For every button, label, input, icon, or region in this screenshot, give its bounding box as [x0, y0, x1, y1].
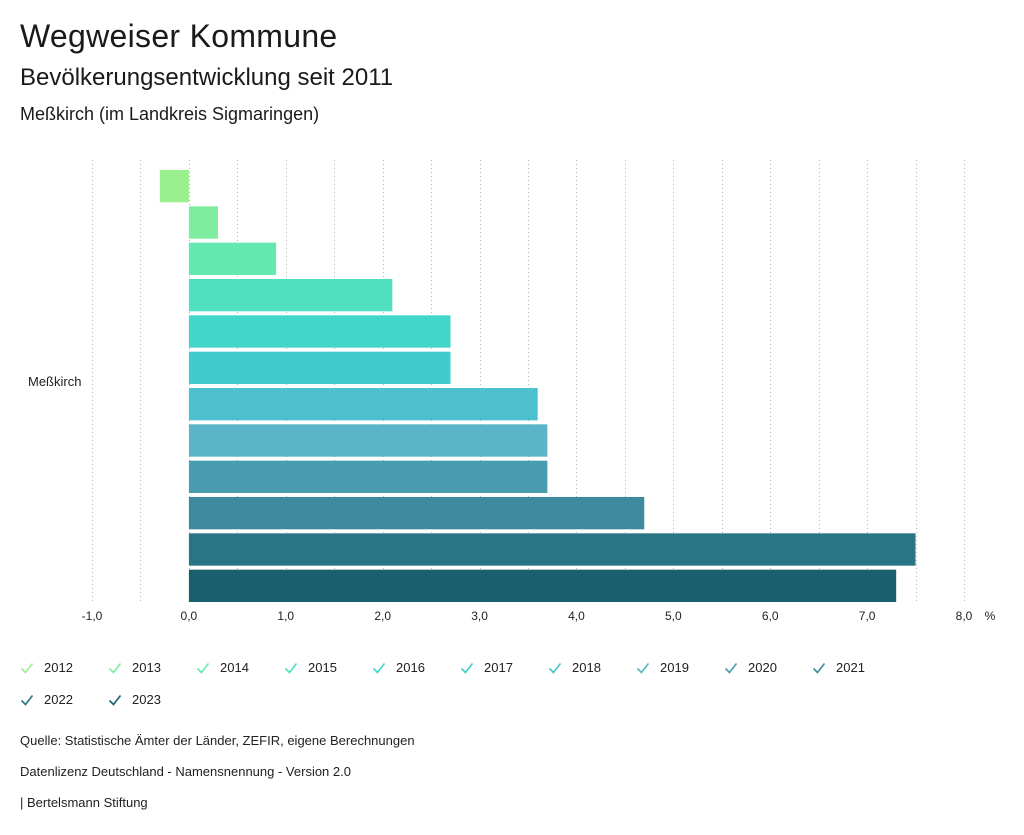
- legend-label: 2017: [484, 660, 513, 675]
- x-tick-label: 6,0: [762, 609, 779, 623]
- legend-label: 2013: [132, 660, 161, 675]
- x-tick-label: 2,0: [374, 609, 391, 623]
- x-tick-label: 0,0: [181, 609, 198, 623]
- legend-item-2012[interactable]: 2012: [20, 660, 73, 675]
- legend-item-2023[interactable]: 2023: [108, 692, 161, 707]
- legend-item-2019[interactable]: 2019: [636, 660, 689, 675]
- legend-item-2022[interactable]: 2022: [20, 692, 73, 707]
- x-tick-label: 4,0: [568, 609, 585, 623]
- legend-item-2014[interactable]: 2014: [196, 660, 249, 675]
- check-icon: [548, 662, 562, 674]
- x-tick-label: 3,0: [471, 609, 488, 623]
- x-tick-label: 1,0: [277, 609, 294, 623]
- license-note: Datenlizenz Deutschland - Namensnennung …: [20, 764, 351, 779]
- bar-2018[interactable]: 2018: 3,6 %: [188, 388, 538, 421]
- check-icon: [636, 662, 650, 674]
- bar-2020[interactable]: 2020: 3,7 %: [188, 460, 548, 493]
- check-icon-path: [724, 662, 738, 674]
- bar-2015[interactable]: 2015: 2,1 %: [188, 279, 393, 312]
- x-tick-label: -1,0: [82, 609, 103, 623]
- legend-label: 2023: [132, 692, 161, 707]
- legend-label: 2018: [572, 660, 601, 675]
- legend-item-2016[interactable]: 2016: [372, 660, 425, 675]
- bar-2022[interactable]: 2022: 7,5 %: [188, 533, 916, 566]
- x-unit-label: %: [985, 609, 996, 623]
- bar-2021[interactable]: 2021: 4,7 %: [188, 497, 645, 530]
- bar-2017[interactable]: 2017: 2,7 %: [188, 351, 451, 384]
- check-icon-path: [20, 694, 34, 706]
- x-tick-label: 8,0: [956, 609, 973, 623]
- legend-label: 2019: [660, 660, 689, 675]
- check-icon-path: [812, 662, 826, 674]
- legend-label: 2016: [396, 660, 425, 675]
- check-icon: [196, 662, 210, 674]
- page-title: Wegweiser Kommune: [20, 18, 338, 54]
- legend-item-2018[interactable]: 2018: [548, 660, 601, 675]
- check-icon-path: [20, 662, 34, 674]
- check-icon: [460, 662, 474, 674]
- legend-label: 2015: [308, 660, 337, 675]
- legend-item-2015[interactable]: 2015: [284, 660, 337, 675]
- x-tick-label: 7,0: [859, 609, 876, 623]
- check-icon-path: [284, 662, 298, 674]
- bar-2012[interactable]: 2012: -0,3 %: [159, 170, 189, 203]
- check-icon-path: [108, 662, 122, 674]
- bar-2013[interactable]: 2013: 0,3 %: [188, 206, 218, 239]
- source-note: Quelle: Statistische Ämter der Länder, Z…: [20, 733, 415, 748]
- region-label: Meßkirch (im Landkreis Sigmaringen): [20, 104, 320, 124]
- check-icon: [20, 662, 34, 674]
- legend-label: 2014: [220, 660, 249, 675]
- check-icon: [108, 662, 122, 674]
- check-icon-path: [548, 662, 562, 674]
- bar-2014[interactable]: 2014: 0,9 %: [188, 242, 277, 275]
- check-icon: [20, 694, 34, 706]
- check-icon: [372, 662, 386, 674]
- check-icon-path: [372, 662, 386, 674]
- check-icon-path: [196, 662, 210, 674]
- legend-item-2013[interactable]: 2013: [108, 660, 161, 675]
- category-label: Meßkirch: [28, 374, 81, 389]
- bar-2023[interactable]: 2023: 7,3 %: [188, 569, 897, 602]
- bar-2019[interactable]: 2019: 3,7 %: [188, 424, 548, 457]
- bar-2016[interactable]: 2016: 2,7 %: [188, 315, 451, 348]
- check-icon: [284, 662, 298, 674]
- check-icon-path: [108, 694, 122, 706]
- publisher-note: | Bertelsmann Stiftung: [20, 795, 148, 810]
- legend-label: 2021: [836, 660, 865, 675]
- bar-chart: -1,0 0,0 1,0 2,0 3,0 4,0 5,0 6,0 7,0 8,0 % Meßkirch…: [28, 160, 996, 623]
- chart-subtitle: Bevölkerungsentwicklung seit 2011: [20, 64, 394, 91]
- legend-label: 2020: [748, 660, 777, 675]
- legend-label: 2012: [44, 660, 73, 675]
- legend-label: 2022: [44, 692, 73, 707]
- legend-item-2021[interactable]: 2021: [812, 660, 865, 675]
- check-icon-path: [636, 662, 650, 674]
- x-tick-label: 5,0: [665, 609, 682, 623]
- legend-item-2017[interactable]: 2017: [460, 660, 513, 675]
- legend-item-2020[interactable]: 2020: [724, 660, 777, 675]
- check-icon: [724, 662, 738, 674]
- check-icon: [108, 694, 122, 706]
- check-icon-path: [460, 662, 474, 674]
- check-icon: [812, 662, 826, 674]
